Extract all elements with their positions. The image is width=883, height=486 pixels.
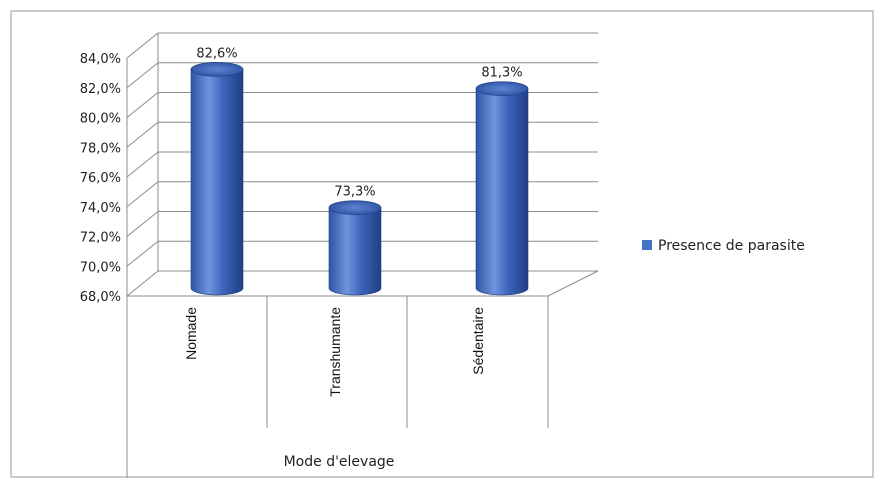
axes-layer: 68,0% 70,0% 72,0% 74,0% 76,0% 78,0% 80,0% 82,0%… — [80, 32, 599, 478]
bar-body — [328, 207, 382, 296]
category-label: Transhumante — [327, 307, 343, 397]
bar-cap — [328, 200, 382, 215]
y-tick-label: 80,0% — [80, 112, 121, 127]
data-label: 82,6% — [196, 46, 237, 61]
y-tick-label: 84,0% — [80, 52, 121, 67]
y-tick-label: 78,0% — [80, 141, 121, 156]
bar-cap — [190, 62, 244, 77]
legend-label: Presence de parasite — [658, 238, 805, 254]
bar-body — [190, 69, 244, 296]
y-tick-label: 68,0% — [80, 290, 121, 305]
legend-swatch — [642, 240, 652, 250]
bar-sédentaire — [475, 81, 529, 296]
bar-cap — [475, 81, 529, 96]
y-tick-label: 74,0% — [80, 201, 121, 216]
bar-transhumante — [328, 200, 382, 296]
data-label: 81,3% — [481, 66, 522, 81]
category-label: Sédentaire — [470, 307, 486, 375]
labels-layer: 82,6% Nomade 73,3% Transhumante 81,3% Sédenta… — [183, 46, 523, 396]
data-label: 73,3% — [334, 185, 375, 200]
bars-layer — [190, 62, 529, 296]
bar-body — [475, 88, 529, 296]
bar-nomade — [190, 62, 244, 296]
x-axis-title: Mode d'elevage — [284, 454, 395, 470]
y-tick-label: 72,0% — [80, 231, 121, 246]
category-label: Nomade — [183, 307, 199, 360]
y-tick-label: 76,0% — [80, 171, 121, 186]
y-tick-label: 82,0% — [80, 82, 121, 97]
y-tick-label: 70,0% — [80, 260, 121, 275]
